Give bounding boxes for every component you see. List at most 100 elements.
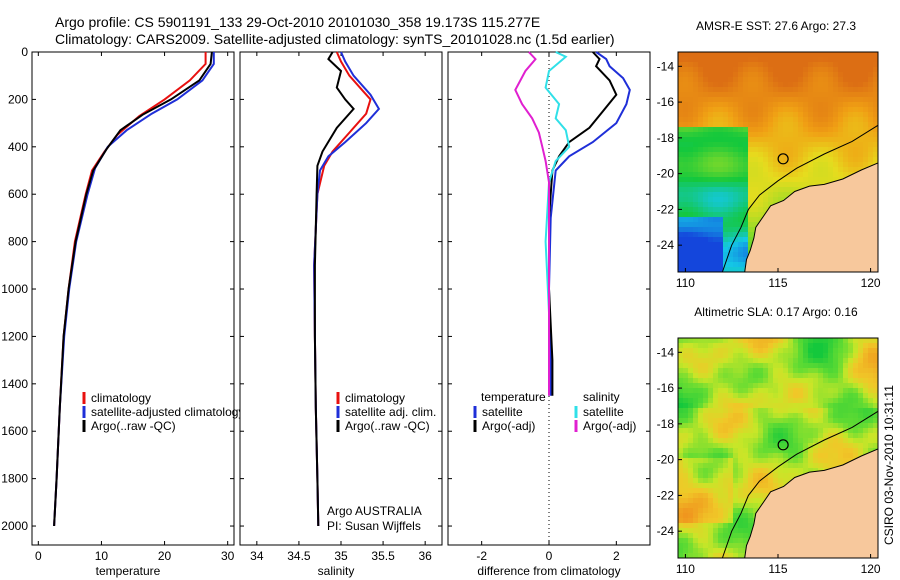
map-pixel [688, 252, 694, 258]
map-pixel [763, 147, 769, 153]
map-pixel [798, 428, 804, 434]
map-pixel [693, 433, 699, 439]
map-pixel [678, 227, 684, 233]
map-pixel [788, 162, 794, 168]
map-pixel [758, 413, 764, 419]
map-pixel [718, 453, 724, 459]
map-pixel [698, 458, 704, 464]
map-pixel [708, 122, 714, 128]
map-pixel [723, 242, 729, 248]
map-pixel [728, 443, 734, 449]
header-line-1: Argo profile: CS 5901191_133 29-Oct-2010… [55, 14, 540, 30]
map-pixel [758, 418, 764, 424]
map-pixel [718, 267, 724, 273]
map-pixel [693, 237, 699, 243]
map-pixel [713, 207, 719, 213]
map-pixel [773, 167, 779, 173]
map-pixel [783, 403, 789, 409]
map-pixel [683, 207, 689, 213]
x-tick-label: -2 [476, 549, 487, 563]
map-pixel [693, 117, 699, 123]
map-pixel [713, 227, 719, 233]
map-pixel [723, 388, 729, 394]
map-pixel [778, 388, 784, 394]
map-pixel [748, 498, 754, 504]
map-pixel [683, 548, 689, 554]
map-pixel [723, 448, 729, 454]
map-pixel [858, 112, 864, 118]
map-pixel [688, 232, 694, 238]
map-pixel [828, 82, 834, 88]
map-pixel [693, 338, 699, 344]
map-pixel [778, 413, 784, 419]
map-pixel [708, 343, 714, 349]
map-pixel [698, 107, 704, 113]
map-pixel [858, 142, 864, 148]
map-pixel [773, 82, 779, 88]
map-pixel [873, 112, 879, 118]
map-pixel [683, 142, 689, 148]
map-pixel [773, 428, 779, 434]
map-pixel [723, 192, 729, 198]
map-pixel [698, 548, 704, 554]
map-pixel [853, 393, 859, 399]
map-pixel [833, 87, 839, 93]
map-pixel [858, 72, 864, 78]
map-pixel [763, 162, 769, 168]
map-pixel [713, 503, 719, 509]
map-pixel [783, 348, 789, 354]
map-pixel [808, 177, 814, 183]
map-pixel [708, 137, 714, 143]
map-pixel [828, 423, 834, 429]
map-pixel [733, 262, 739, 268]
map-pixel [788, 433, 794, 439]
map-pixel [708, 202, 714, 208]
map-pixel [793, 67, 799, 73]
map-pixel [828, 413, 834, 419]
map-pixel [748, 197, 754, 203]
map-pixel [818, 463, 824, 469]
map-pixel [868, 393, 874, 399]
map-pixel [738, 247, 744, 253]
map-pixel [783, 408, 789, 414]
map-pixel [778, 468, 784, 474]
map-pixel [753, 67, 759, 73]
map-pixel [703, 232, 709, 238]
map-pixel [843, 368, 849, 374]
map-x-tick-label: 110 [676, 276, 695, 290]
legend-label-sal-argo: Argo(-adj) [583, 419, 636, 433]
map-pixel [853, 92, 859, 98]
map-pixel [698, 132, 704, 138]
map-pixel [853, 373, 859, 379]
map-pixel [683, 117, 689, 123]
map-pixel [758, 468, 764, 474]
y-tick-label: 2000 [1, 519, 28, 533]
map-pixel [713, 107, 719, 113]
map-pixel [743, 353, 749, 359]
map-pixel [833, 57, 839, 63]
map-pixel [788, 378, 794, 384]
map-pixel [738, 117, 744, 123]
map-pixel [853, 368, 859, 374]
map-pixel [688, 207, 694, 213]
map-pixel [688, 247, 694, 253]
map-pixel [688, 538, 694, 544]
map-pixel [873, 142, 879, 148]
map-pixel [733, 232, 739, 238]
map-pixel [833, 67, 839, 73]
map-pixel [718, 192, 724, 198]
map-pixel [813, 443, 819, 449]
map-pixel [868, 122, 874, 128]
map-pixel [823, 408, 829, 414]
map-pixel [793, 433, 799, 439]
map-pixel [738, 478, 744, 484]
map-pixel [838, 62, 844, 68]
map-pixel [733, 388, 739, 394]
map-pixel [753, 443, 759, 449]
map-pixel [738, 388, 744, 394]
map-pixel [758, 67, 764, 73]
map-pixel [758, 102, 764, 108]
map-pixel [803, 358, 809, 364]
map-pixel [863, 388, 869, 394]
map-pixel [713, 262, 719, 268]
